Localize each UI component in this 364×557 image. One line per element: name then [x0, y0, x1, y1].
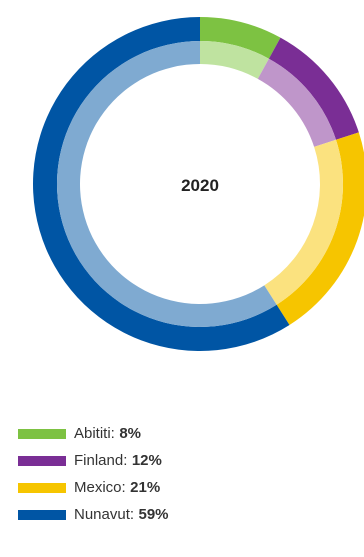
slice-inner-abititi — [200, 41, 269, 79]
legend-swatch-mexico — [18, 482, 66, 493]
slice-abititi — [200, 17, 281, 59]
legend-item-finland: Finland: 12% — [18, 447, 169, 474]
legend-label-mexico: Mexico: — [74, 479, 126, 496]
legend-value-finland: 12% — [131, 452, 162, 469]
chart-legend: Abititi: 8% Finland: 12% Mexico: 21% Nun… — [18, 420, 169, 528]
legend-label-abititi: Abititi: — [74, 425, 115, 442]
legend-value-abititi: 8% — [119, 425, 141, 442]
legend-value-nunavut: 59% — [138, 506, 169, 523]
slice-mexico — [276, 132, 364, 326]
slice-finland — [268, 37, 359, 140]
chart-center-year: 2020 — [181, 176, 219, 195]
legend-label-nunavut: Nunavut: — [74, 506, 135, 523]
legend-swatch-nunavut — [18, 509, 66, 520]
legend-label-finland: Finland: — [74, 452, 128, 469]
legend-item-mexico: Mexico: 21% — [18, 474, 169, 501]
legend-item-nunavut: Nunavut: 59% — [18, 501, 169, 528]
slice-nunavut — [33, 17, 290, 351]
donut-chart: 2020 — [33, 17, 364, 351]
legend-value-mexico: 21% — [130, 479, 161, 496]
legend-item-abititi: Abititi: 8% — [18, 420, 169, 447]
slice-inner-finland — [257, 58, 337, 147]
legend-swatch-abititi — [18, 428, 66, 439]
slice-inner-mexico — [264, 139, 343, 305]
slice-inner-nunavut — [57, 41, 277, 327]
legend-swatch-finland — [18, 455, 66, 466]
donut-slices — [33, 17, 364, 351]
